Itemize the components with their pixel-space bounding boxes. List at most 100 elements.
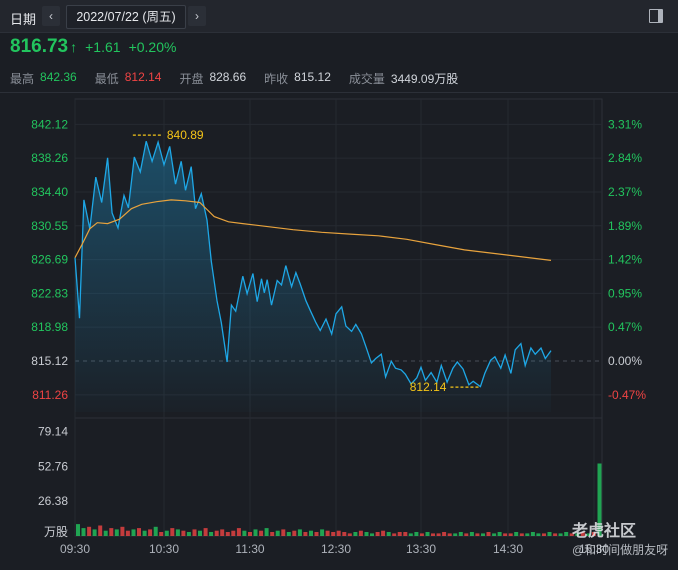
- volume-bar: [447, 533, 452, 536]
- x-tick-label: 13:30: [406, 542, 436, 556]
- volume-tick-label: 52.76: [38, 459, 68, 473]
- volume-bar: [403, 532, 408, 536]
- volume-bar: [159, 532, 164, 536]
- y-tick-label-left: 838.26: [31, 151, 68, 165]
- volume-bar: [114, 529, 119, 536]
- low-label: 最低: [94, 72, 119, 86]
- y-tick-label-left: 811.26: [32, 388, 68, 402]
- stats-row: 最高 842.36 最低 812.14 开盘 828.66 昨收 815.12 …: [10, 70, 470, 87]
- x-tick-label: 14:30: [493, 542, 523, 556]
- volume-bar: [175, 529, 180, 536]
- y-tick-label-left: 826.69: [31, 253, 68, 267]
- volume-bar: [220, 529, 225, 536]
- volume-bar: [547, 532, 552, 536]
- volume-bar: [98, 525, 103, 536]
- open-value: 828.66: [209, 70, 247, 84]
- volume-bar: [514, 532, 519, 536]
- y-tick-label-left: 822.83: [31, 286, 68, 300]
- volume-unit-label: 万股: [44, 525, 68, 539]
- y-tick-label-left: 815.12: [31, 354, 68, 368]
- up-arrow-icon: ↑: [70, 39, 78, 55]
- volume-bar: [253, 529, 258, 536]
- volume-value: 3449.09万股: [390, 72, 459, 86]
- x-tick-label: 09:30: [60, 542, 90, 556]
- volume-bar: [336, 530, 341, 536]
- volume-bar: [431, 533, 435, 536]
- volume-bar: [275, 530, 280, 536]
- volume-bar: [76, 524, 80, 536]
- panel-toggle-icon[interactable]: [649, 9, 663, 23]
- volume-bar: [314, 532, 319, 536]
- chart-series: [74, 139, 552, 412]
- volume-bars: [76, 463, 602, 536]
- volume-bar: [320, 529, 325, 536]
- volume-bar: [242, 530, 247, 536]
- volume-bar: [580, 532, 585, 536]
- watermark-brand: 老虎社区: [572, 523, 637, 540]
- volume-bar: [569, 533, 574, 536]
- volume-bar: [109, 528, 114, 536]
- volume-bar: [469, 532, 474, 536]
- volume-bar: [358, 530, 363, 536]
- open-label: 开盘: [179, 72, 204, 86]
- volume-bar: [591, 532, 596, 536]
- chevron-left-icon[interactable]: ‹: [42, 6, 60, 26]
- volume-bar: [81, 528, 86, 536]
- volume-bar: [192, 529, 197, 536]
- volume-bar: [214, 530, 219, 536]
- high-label: 最高: [10, 72, 35, 86]
- volume-bar: [425, 532, 430, 536]
- volume-bar: [303, 532, 308, 536]
- volume-bar: [225, 532, 230, 536]
- price-change: +1.61: [85, 39, 121, 55]
- watermark-user: @和时间做朋友呀: [572, 543, 669, 557]
- volume-bar: [325, 530, 330, 536]
- volume-bar: [292, 530, 297, 536]
- volume-bar: [519, 533, 524, 536]
- last-price: 816.73: [10, 36, 69, 57]
- volume-bar: [342, 532, 347, 536]
- volume-bar: [364, 532, 369, 536]
- volume-bar: [203, 528, 208, 536]
- volume-bar: [475, 533, 480, 536]
- volume-bar: [309, 530, 313, 536]
- chevron-right-icon[interactable]: ›: [188, 6, 206, 26]
- price-line: [74, 139, 552, 388]
- date-label: 日期: [10, 12, 37, 27]
- volume-bar: [125, 530, 130, 536]
- volume-label: 成交量: [348, 72, 385, 86]
- date-picker[interactable]: 2022/07/22 (周五): [66, 5, 186, 29]
- volume-bar: [164, 530, 169, 536]
- y-tick-label-right: 1.42%: [608, 253, 642, 267]
- high-value: 842.36: [40, 70, 77, 84]
- volume-bar: [558, 533, 563, 536]
- volume-bar: [153, 526, 158, 536]
- volume-bar: [586, 533, 591, 536]
- volume-bar: [297, 529, 302, 536]
- volume-bar: [270, 532, 275, 536]
- y-tick-label-right: 3.31%: [608, 117, 642, 131]
- x-tick-label: 11:30: [235, 542, 264, 556]
- divider: [0, 92, 678, 93]
- volume-bar: [530, 532, 535, 536]
- volume-bar: [486, 532, 491, 536]
- volume-bar: [536, 533, 541, 536]
- chart-labels: 842.12 3.31% 838.26 2.84% 834.40 2.37% 830.55 1…: [31, 117, 646, 556]
- volume-bar: [87, 526, 92, 536]
- x-tick-label: 15:30: [579, 542, 609, 556]
- volume-bar: [553, 533, 558, 536]
- y-tick-label-left: 818.98: [31, 320, 68, 334]
- volume-bar: [542, 533, 546, 536]
- volume-bar: [103, 530, 108, 536]
- volume-tick-label: 26.38: [38, 494, 68, 508]
- y-tick-label-left: 842.12: [31, 117, 68, 131]
- volume-bar: [508, 533, 513, 536]
- volume-bar: [353, 532, 358, 536]
- y-tick-label-left: 834.40: [31, 185, 68, 199]
- volume-bar: [264, 528, 269, 536]
- prev-close-value: 815.12: [294, 70, 331, 84]
- volume-bar: [181, 530, 186, 536]
- volume-tick-label: 79.14: [38, 425, 68, 439]
- high-annotation-label: 840.89: [167, 128, 204, 142]
